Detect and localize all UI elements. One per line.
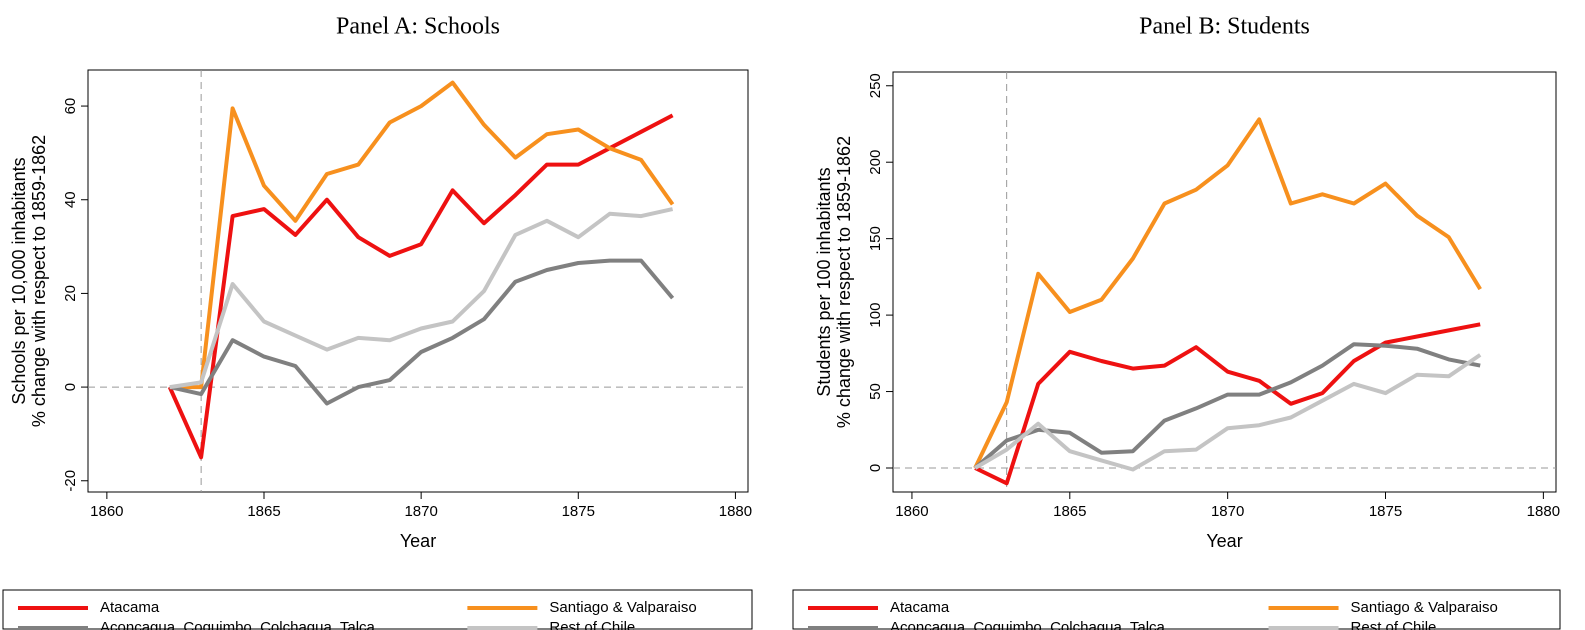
legend-box	[2, 589, 753, 630]
legend-box	[792, 589, 1561, 630]
series-line	[973, 117, 1482, 469]
chart-title: Panel A: Schools	[336, 14, 500, 40]
series-line	[169, 207, 674, 390]
legend-label: Rest of Chile	[1351, 619, 1437, 630]
y-tick-label: 20	[62, 285, 79, 302]
x-tick-label: 1875	[562, 503, 595, 520]
x-tick-label: 1860	[895, 503, 928, 520]
x-tick-label: 1865	[247, 503, 280, 520]
x-tick-label: 1880	[1527, 503, 1560, 520]
legend-label: Santiago & Valparaiso	[1351, 599, 1498, 616]
x-axis-label: Year	[1206, 531, 1242, 551]
plot-frame	[892, 71, 1557, 493]
legend-label: Atacama	[100, 599, 160, 616]
x-tick-label: 1875	[1369, 503, 1402, 520]
y-axis-label: % change with respect to 1859-1862	[834, 136, 854, 428]
y-tick-label: 50	[867, 383, 884, 400]
x-tick-label: 1870	[404, 503, 437, 520]
x-tick-label: 1865	[1053, 503, 1086, 520]
legend-label: Aconcagua, Coquimbo, Colchagua, Talca	[890, 619, 1166, 630]
series-line	[169, 258, 675, 406]
y-axis-label: % change with respect to 1859-1862	[29, 135, 49, 427]
y-tick-label: 40	[62, 191, 79, 208]
legend-label: Rest of Chile	[549, 619, 635, 630]
y-tick-label: 0	[867, 464, 884, 472]
legend-label: Santiago & Valparaiso	[549, 599, 696, 616]
plot-frame	[87, 69, 749, 493]
series-line	[974, 353, 1482, 472]
y-axis-label: Schools per 10,000 inhabitants	[9, 157, 29, 404]
y-tick-label: -20	[62, 470, 79, 492]
chart-title: Panel B: Students	[1139, 14, 1310, 40]
series-line	[974, 322, 1481, 486]
series-line	[167, 113, 674, 460]
y-tick-label: 200	[867, 150, 884, 175]
legend-label: Aconcagua, Coquimbo, Colchagua, Talca	[100, 619, 376, 630]
y-tick-label: 100	[867, 303, 884, 328]
y-tick-label: 150	[867, 226, 884, 251]
series-line	[169, 80, 675, 390]
series-line	[973, 342, 1481, 470]
y-tick-label: 250	[867, 73, 884, 98]
y-axis-label: Students per 100 inhabitants	[814, 167, 834, 396]
x-tick-label: 1860	[90, 503, 123, 520]
x-tick-label: 1880	[719, 503, 752, 520]
y-tick-label: 0	[62, 383, 79, 391]
x-tick-label: 1870	[1211, 503, 1244, 520]
y-tick-label: 60	[62, 98, 79, 115]
x-axis-label: Year	[400, 531, 436, 551]
legend-label: Atacama	[890, 599, 950, 616]
